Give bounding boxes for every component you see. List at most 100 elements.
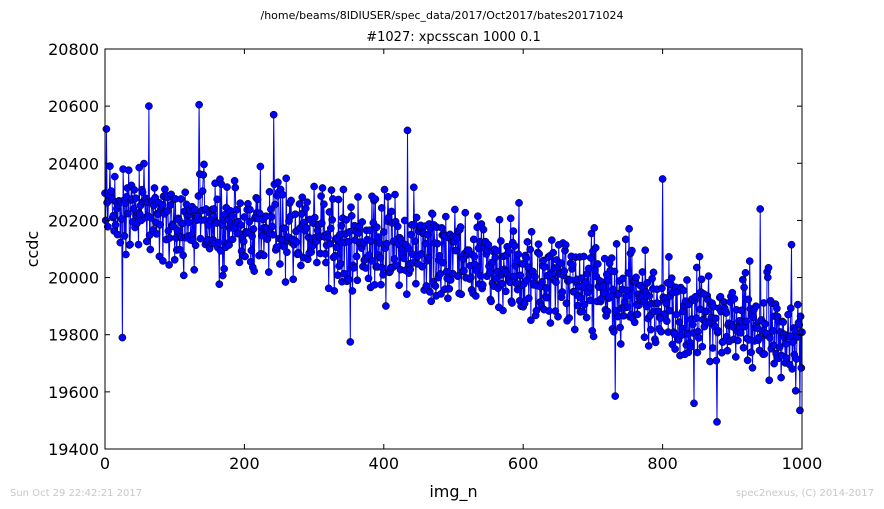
data-point xyxy=(333,271,342,280)
data-point xyxy=(424,253,433,262)
data-point xyxy=(240,213,249,221)
data-point xyxy=(538,278,546,286)
data-point xyxy=(554,312,562,321)
data-point xyxy=(417,249,426,258)
data-point xyxy=(578,307,587,316)
data-point xyxy=(274,178,282,187)
data-point xyxy=(784,310,792,319)
data-point xyxy=(375,239,384,247)
data-point xyxy=(461,208,470,217)
data-point xyxy=(492,246,501,255)
data-point xyxy=(110,172,119,181)
data-point xyxy=(646,325,655,334)
data-point xyxy=(688,320,697,329)
data-point xyxy=(570,325,579,334)
data-point xyxy=(667,274,676,283)
data-point xyxy=(297,261,305,270)
data-point xyxy=(527,316,535,325)
data-point xyxy=(756,205,765,213)
data-point xyxy=(191,241,200,250)
data-point xyxy=(371,195,380,203)
x-axis-label: img_n xyxy=(429,482,477,502)
data-point xyxy=(352,252,361,261)
data-point xyxy=(126,240,134,249)
data-point xyxy=(619,274,627,283)
data-point xyxy=(411,237,420,246)
data-point xyxy=(278,190,287,199)
data-point xyxy=(748,363,757,372)
data-point xyxy=(677,331,686,340)
data-point xyxy=(740,283,748,292)
data-point xyxy=(228,212,236,220)
data-point xyxy=(353,276,362,285)
data-point xyxy=(318,184,327,192)
data-point xyxy=(686,343,695,351)
data-point xyxy=(163,207,171,216)
data-point xyxy=(418,262,426,271)
data-point xyxy=(178,219,187,228)
data-point xyxy=(795,320,804,329)
data-point xyxy=(742,317,751,326)
data-point xyxy=(412,279,420,288)
data-point xyxy=(339,185,348,194)
data-point xyxy=(471,292,480,300)
data-point xyxy=(651,338,660,347)
data-point xyxy=(421,239,430,248)
data-point xyxy=(166,201,175,209)
data-point xyxy=(267,212,276,221)
data-point xyxy=(546,319,555,327)
data-point xyxy=(708,344,717,352)
data-point xyxy=(678,324,686,333)
y-axis-label: ccdc xyxy=(23,231,42,268)
data-point xyxy=(712,356,721,365)
data-point xyxy=(380,185,389,194)
data-point xyxy=(693,348,702,357)
data-point xyxy=(321,249,330,258)
data-point xyxy=(347,203,355,212)
data-point xyxy=(456,223,465,231)
data-point xyxy=(501,287,510,296)
data-point xyxy=(156,220,164,229)
data-point xyxy=(621,235,630,244)
y-tick-label: 19400 xyxy=(48,440,99,459)
data-point xyxy=(194,192,203,200)
data-point xyxy=(283,248,291,257)
data-point xyxy=(630,318,639,327)
data-point xyxy=(791,386,800,395)
data-point xyxy=(787,240,796,249)
data-point xyxy=(218,271,227,280)
data-point xyxy=(348,287,357,295)
data-point xyxy=(317,192,325,200)
data-point xyxy=(265,187,274,196)
data-point xyxy=(451,205,459,214)
data-point xyxy=(531,272,539,281)
data-point xyxy=(612,240,621,248)
data-point xyxy=(376,253,385,262)
data-point xyxy=(641,246,650,255)
data-point xyxy=(510,272,518,281)
data-point xyxy=(124,166,133,175)
data-point xyxy=(445,284,454,293)
data-point xyxy=(603,307,612,316)
data-point xyxy=(310,213,319,222)
data-point xyxy=(354,229,363,237)
data-point xyxy=(518,260,527,268)
data-point xyxy=(769,341,778,350)
data-point xyxy=(632,273,640,282)
data-point xyxy=(585,283,594,292)
data-point xyxy=(453,272,462,281)
data-point xyxy=(593,260,602,268)
data-point xyxy=(361,264,370,272)
data-point xyxy=(768,327,777,335)
data-point xyxy=(479,225,488,234)
data-point xyxy=(744,295,753,304)
data-point xyxy=(130,186,139,194)
data-point xyxy=(287,196,295,205)
data-point xyxy=(582,278,590,286)
data-point xyxy=(395,281,403,290)
data-point xyxy=(584,264,593,273)
data-point xyxy=(698,342,707,351)
data-point xyxy=(377,280,385,289)
data-point xyxy=(384,192,392,201)
data-point xyxy=(694,327,702,336)
